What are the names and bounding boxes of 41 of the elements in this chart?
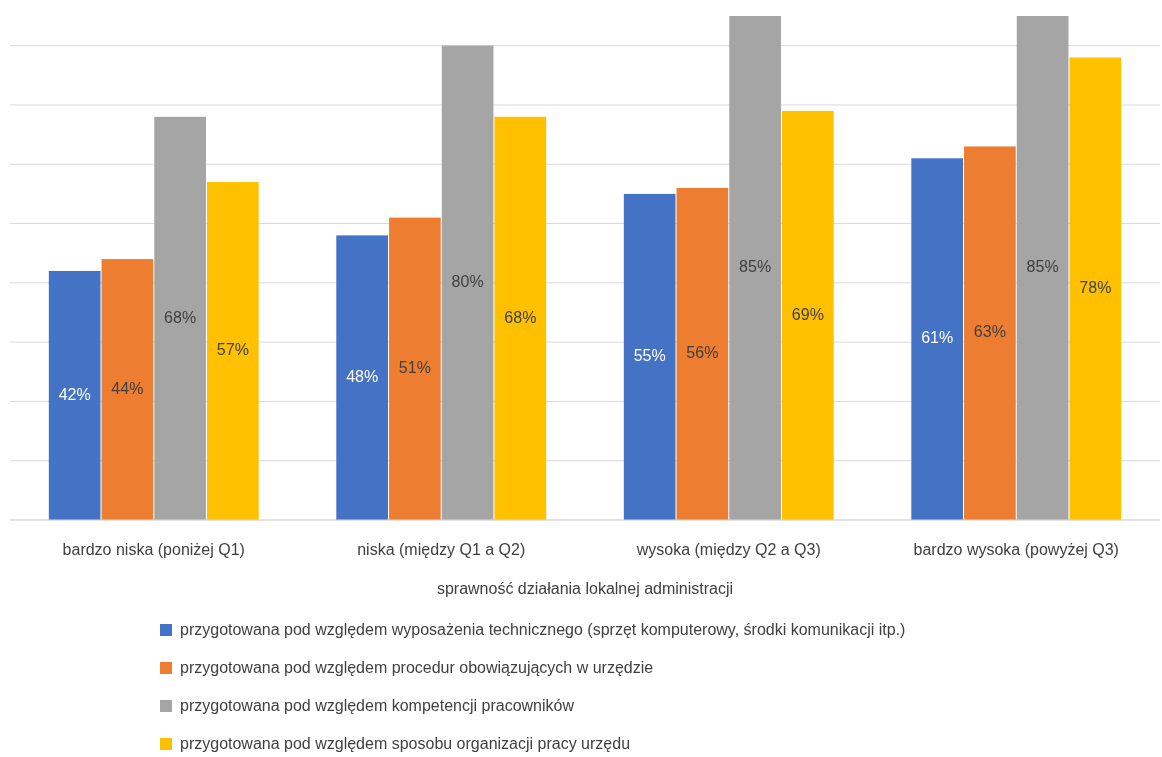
bar [911, 158, 963, 520]
bar [1069, 57, 1122, 520]
data-label: 63% [973, 323, 1006, 341]
data-label: 68% [504, 308, 537, 326]
data-label: 68% [164, 308, 197, 326]
data-label: 61% [921, 329, 954, 347]
data-label: 85% [739, 258, 772, 276]
data-label: 48% [346, 367, 379, 385]
bar [782, 110, 834, 520]
bar [336, 235, 388, 520]
x-tick-label: bardzo niska (poniżej Q1) [62, 541, 245, 558]
legend-label: przygotowana pod względem kompetencji pracowników [180, 697, 575, 714]
data-label: 42% [58, 385, 91, 403]
x-tick-label: bardzo wysoka (powyżej Q3) [913, 541, 1119, 558]
legend-label: przygotowana pod względem procedur obowiązujących w urzędzie [180, 659, 654, 676]
bar [964, 146, 1016, 520]
legend-label: przygotowana pod względem sposobu organizacji pracy urzędu [180, 735, 631, 752]
bar [441, 45, 494, 520]
bar [48, 270, 101, 520]
data-label: 80% [451, 273, 484, 291]
bar [494, 116, 547, 520]
data-label: 69% [791, 305, 824, 323]
data-label: 51% [398, 359, 431, 377]
data-label: 57% [216, 341, 249, 359]
bar [729, 16, 781, 520]
data-label: 44% [111, 379, 144, 397]
bar [101, 259, 154, 520]
legend-label: przygotowana pod względem wyposażenia technicznego (sprzęt komputerowy, środki komunikacji itp.) [180, 621, 906, 638]
bar [676, 187, 729, 520]
bar [389, 217, 441, 520]
x-tick-label: wysoka (między Q2 a Q3) [635, 541, 821, 558]
x-axis-title: sprawność działania lokalnej administracji [436, 580, 734, 597]
data-label: 55% [633, 347, 666, 365]
x-tick-label: niska (między Q1 a Q2) [357, 541, 526, 558]
bar [154, 116, 206, 520]
bar [1016, 16, 1069, 520]
bar [623, 193, 676, 520]
data-label: 78% [1079, 278, 1112, 296]
data-label: 56% [686, 344, 719, 362]
data-label: 85% [1026, 258, 1059, 276]
bar [207, 182, 259, 520]
